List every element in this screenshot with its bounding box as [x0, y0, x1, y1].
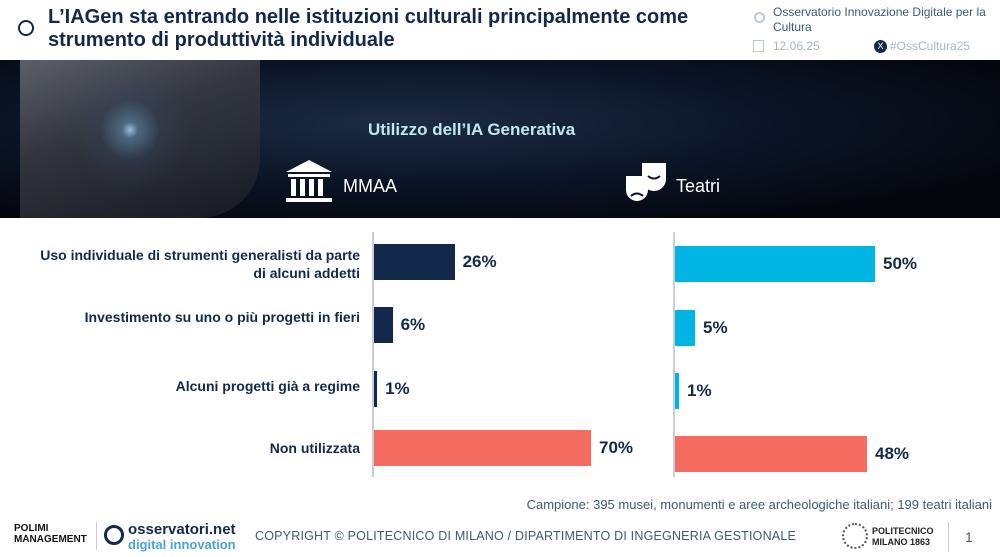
page-number: 1: [965, 529, 973, 545]
divider: [948, 522, 949, 552]
bar: [374, 430, 591, 466]
group-label-teatri: Teatri: [676, 176, 721, 196]
category-label: Non utilizzata: [269, 440, 360, 456]
copyright: COPYRIGHT © POLITECNICO DI MILANO / DIPA…: [255, 529, 797, 543]
page-title: L’IAGen sta entrando nelle istituzioni c…: [48, 6, 689, 51]
bar: [675, 246, 875, 282]
politecnico-logo-text: POLITECNICO MILANO 1863: [872, 526, 934, 547]
osservatori-logo-icon: [104, 525, 124, 545]
observatory-name: Osservatorio Innovazione Digitale per la…: [773, 5, 986, 34]
politecnico-seal-icon: [842, 523, 868, 549]
teatri-axis: [673, 232, 675, 477]
bar: [374, 371, 378, 407]
calendar-icon: [753, 40, 764, 52]
data-label: 5%: [703, 318, 728, 337]
bar: [675, 436, 867, 472]
data-label: 50%: [883, 254, 918, 273]
data-label: 48%: [875, 444, 910, 463]
bar: [374, 244, 455, 280]
osservatori-logo-subtext: digital innovation: [128, 537, 236, 552]
search-icon: [18, 20, 34, 36]
bar: [374, 307, 393, 343]
bar: [675, 310, 695, 346]
category-label: Investimento su uno o più progetti in fi…: [84, 309, 360, 325]
data-label: 26%: [462, 252, 497, 271]
museum-icon: [284, 160, 334, 205]
data-label: 70%: [599, 438, 634, 457]
x-logo-icon: X: [874, 40, 887, 53]
category-label: Alcuni progetti già a regime: [175, 378, 360, 394]
hand-phone-image: [20, 60, 260, 218]
polimi-management-logo: POLIMI MANAGEMENT: [14, 523, 87, 545]
osservatori-logo-text: osservatori.net: [128, 521, 236, 538]
data-label: 6%: [400, 315, 426, 334]
mmaa-axis: [372, 232, 374, 477]
data-label: 1%: [687, 381, 712, 400]
hashtag: #OssCultura25: [890, 39, 971, 53]
data-label: 1%: [385, 379, 410, 398]
divider: [96, 522, 97, 550]
date: 12.06.25: [773, 39, 820, 53]
category-label: Uso individuale di strumenti generalisti…: [40, 247, 360, 281]
search-icon: [754, 12, 765, 23]
chart-subtitle: Utilizzo dell’IA Generativa: [368, 120, 576, 139]
sample-note: Campione: 395 musei, monumenti e aree ar…: [526, 497, 992, 512]
bar: [675, 373, 679, 409]
theatre-masks-icon: [624, 160, 669, 205]
group-label-mmaa: MMAA: [343, 176, 397, 196]
